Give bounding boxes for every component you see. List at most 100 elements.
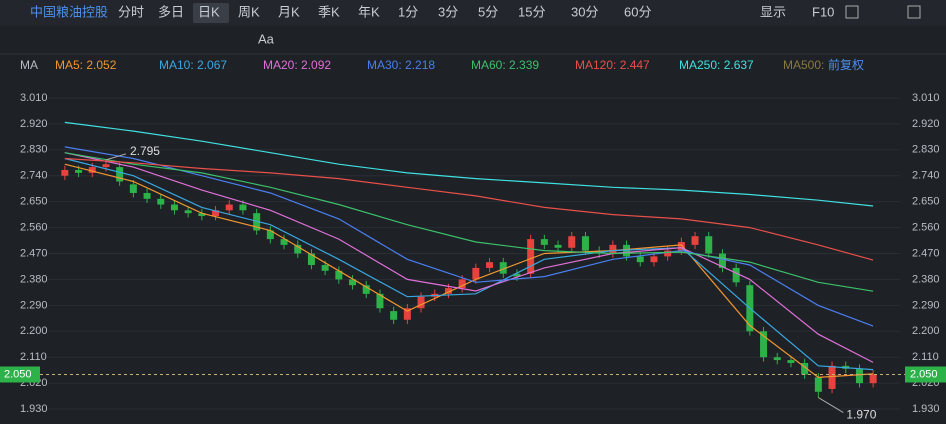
candle-body	[280, 239, 288, 245]
legend-entry: MA120: 2.447	[575, 58, 650, 72]
candle-body	[664, 250, 672, 257]
text-tool[interactable]: Aa	[258, 31, 275, 46]
period-tab[interactable]: 季K	[318, 4, 340, 19]
candle-body	[198, 213, 206, 217]
y-tick-label: 2.290	[912, 299, 940, 311]
candle-body	[143, 193, 151, 199]
period-tab[interactable]: 分时	[118, 4, 144, 19]
period-tab[interactable]: 多日	[158, 4, 184, 19]
annotation-line	[818, 397, 844, 413]
candle-body	[650, 256, 658, 263]
candle-body	[513, 273, 521, 277]
period-tab[interactable]: 月K	[278, 4, 300, 19]
legend-entry: MA5: 2.052	[55, 58, 117, 72]
candle-body	[554, 244, 562, 248]
candle-body	[527, 239, 535, 274]
y-tick-label: 2.650	[912, 196, 940, 208]
annotation: 2.795	[130, 144, 160, 158]
y-tick-label: 2.830	[912, 144, 940, 156]
candle-body	[444, 288, 452, 294]
legend-entry: MA60: 2.339	[471, 58, 539, 72]
y-tick-label: 2.200	[20, 325, 48, 337]
candle-body	[417, 296, 425, 309]
candle-body	[540, 239, 548, 245]
candle-body	[225, 204, 233, 211]
candle-body	[349, 279, 357, 286]
y-tick-label: 2.650	[20, 196, 48, 208]
candle-body	[266, 230, 274, 240]
period-tab[interactable]: 周K	[238, 4, 260, 19]
candle-body	[787, 360, 795, 363]
candle-body	[88, 167, 96, 173]
ma-line	[64, 163, 874, 379]
period-tab[interactable]: 日K	[198, 4, 220, 19]
candle-body	[581, 236, 589, 251]
candle-body	[61, 169, 69, 176]
checkbox[interactable]	[845, 5, 859, 19]
y-tick-label: 2.740	[20, 170, 48, 182]
y-tick-label: 2.560	[20, 221, 48, 233]
period-tab[interactable]: 1分	[398, 4, 418, 19]
legend-entry: MA20: 2.092	[263, 58, 331, 72]
y-tick-label: 2.470	[912, 247, 940, 259]
indicator-label: MA	[20, 58, 38, 72]
y-tick-label: 3.010	[20, 92, 48, 104]
annotation-line	[105, 153, 127, 161]
f10[interactable]: F10	[812, 4, 834, 19]
candle-body	[677, 241, 685, 251]
y-tick-label: 2.470	[20, 247, 48, 259]
active-tab	[193, 3, 229, 23]
period-tab[interactable]: 年K	[358, 4, 380, 19]
candle-body	[390, 311, 398, 320]
candle-body	[568, 236, 576, 248]
y-tick-label: 2.110	[912, 351, 939, 363]
period-tab[interactable]: 30分	[571, 4, 598, 19]
y-tick-label: 2.920	[912, 118, 940, 130]
candle-body	[623, 244, 631, 257]
y-tick-label: 2.200	[912, 325, 940, 337]
period-tab[interactable]: 3分	[438, 4, 458, 19]
icon[interactable]	[907, 5, 921, 19]
candle-body	[458, 279, 466, 289]
candle-body	[760, 331, 768, 358]
candle-body	[801, 362, 809, 375]
top-bar	[0, 0, 946, 26]
candle-body	[75, 169, 83, 173]
y-tick-label: 2.290	[20, 299, 48, 311]
candle-body	[718, 253, 726, 268]
price-box	[0, 366, 40, 383]
y-tick-label: 2.380	[912, 273, 940, 285]
candle-body	[869, 374, 877, 384]
y-tick-label: 2.830	[20, 144, 48, 156]
candle-body	[335, 270, 343, 280]
period-tab[interactable]: 5分	[478, 4, 498, 19]
legend-entry: MA10: 2.067	[159, 58, 227, 72]
ma-line	[64, 157, 874, 371]
candle-body	[609, 244, 617, 254]
candle-body	[773, 357, 781, 361]
candle-body	[828, 365, 836, 389]
candle-body	[403, 308, 411, 320]
period-tab[interactable]: 15分	[518, 4, 545, 19]
ma-line	[64, 157, 874, 261]
period-tab[interactable]: 60分	[624, 4, 651, 19]
ma-line	[64, 152, 874, 292]
candle-body	[814, 377, 822, 392]
y-tick-label: 2.110	[20, 351, 47, 363]
candle-body	[170, 204, 178, 211]
candle-body	[239, 204, 247, 211]
last-price: 2.050	[910, 368, 938, 380]
y-tick-label: 2.740	[912, 170, 940, 182]
candle-body	[732, 267, 740, 283]
candle-body	[321, 265, 329, 271]
display-menu[interactable]: 显示	[760, 4, 786, 19]
y-tick-label: 1.930	[20, 403, 48, 415]
ma-line	[64, 152, 874, 363]
stock-name[interactable]: 中国粮油控股	[30, 4, 108, 19]
adjust-mode[interactable]: 前复权	[828, 57, 864, 72]
y-tick-label: 2.560	[912, 221, 940, 233]
candle-body	[855, 368, 863, 384]
y-tick-label: 1.930	[912, 403, 940, 415]
y-tick-label: 3.010	[912, 92, 940, 104]
ma500-label: MA500:	[783, 58, 824, 72]
